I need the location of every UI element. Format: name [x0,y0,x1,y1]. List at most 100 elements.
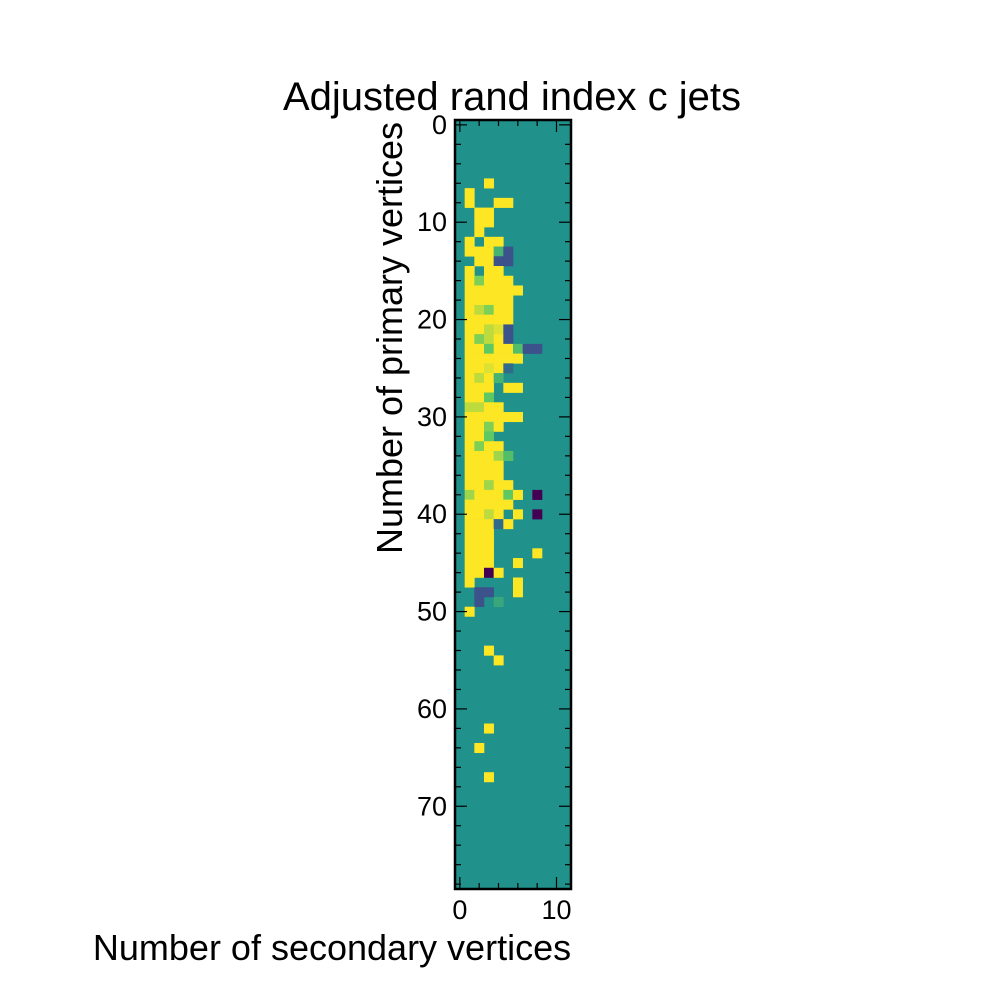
heatmap-cell [484,441,494,452]
heatmap-cell [484,363,494,374]
heatmap-cell [513,558,523,569]
heatmap-cell [493,441,504,452]
y-tick-label: 20 [417,305,447,335]
heatmap-cell [484,266,494,277]
heatmap-cell [464,441,475,452]
heatmap-cell [513,382,523,393]
heatmap-cell [493,314,504,325]
heatmap-cell [464,548,475,559]
heatmap-cell [474,314,485,325]
heatmap-cell [484,382,494,393]
heatmap-cell [503,304,514,315]
heatmap-cell [474,373,485,384]
heatmap-cell [493,470,504,481]
heatmap-cell [493,304,504,315]
y-tick-label: 30 [417,402,447,432]
heatmap-cell [522,343,533,354]
heatmap-cell [493,450,504,461]
heatmap-cell [503,275,514,286]
heatmap-cell [474,528,485,539]
heatmap-cell [484,558,494,569]
heatmap-cell [474,324,485,335]
heatmap-cell [474,538,485,549]
heatmap-cell [503,197,514,208]
heatmap-cell [474,450,485,461]
heatmap-cell [484,343,494,354]
heatmap-cell [513,412,523,423]
heatmap-cell [474,567,485,578]
heatmap-cell [493,363,504,374]
heatmap-cell [474,742,485,754]
heatmap-cell [503,314,514,325]
y-tick-label: 60 [417,694,447,724]
heatmap-cell [484,178,494,189]
heatmap-cell [484,450,494,461]
heatmap-cell [503,353,514,364]
heatmap-cell [484,431,494,442]
heatmap-cell [474,285,485,296]
heatmap-cell [484,295,494,306]
heatmap-cell [532,509,543,520]
heatmap-cell [484,314,494,325]
y-axis-label: Number of primary vertices [369,122,410,554]
heatmap-cell [464,519,475,530]
heatmap-cell [484,236,494,247]
heatmap-cell [484,519,494,530]
heatmap-cell [474,587,485,598]
heatmap-cell [484,499,494,510]
heatmap-cell [493,567,504,578]
heatmap-cell [513,353,523,364]
heatmap-cell [464,363,475,374]
heatmap-cell [474,596,485,608]
heatmap-cell [474,412,485,423]
plot-frame [453,118,573,891]
heatmap-cell [493,519,504,530]
heatmap-cell [474,470,485,481]
heatmap-cell [493,460,504,471]
heatmap-cell [484,480,494,491]
heatmap-cell [493,489,504,500]
y-tick-label: 10 [417,207,447,237]
heatmap-cell [503,499,514,510]
heatmap-cell [464,480,475,491]
heatmap-cell [503,363,514,374]
heatmap-cell [503,450,514,461]
heatmap-cell [484,567,494,578]
heatmap-cell [493,480,504,491]
heatmap-cell [474,480,485,491]
heatmap-cell [464,343,475,354]
heatmap-cell [503,334,514,345]
heatmap-cell [464,295,475,306]
heatmap-cell [493,353,504,364]
heatmap-cell [464,460,475,471]
heatmap-cell [464,236,475,247]
heatmap-cell [493,246,504,257]
heatmap-cell [493,334,504,345]
heatmap-cell [464,402,475,413]
heatmap-cell [464,353,475,364]
heatmap-cell [474,392,485,403]
heatmap-cell [474,207,485,218]
heatmap-cell [464,470,475,481]
y-tick-label: 50 [417,597,447,627]
heatmap-cell [474,275,485,286]
heatmap-cell [503,489,514,500]
heatmap-cell [464,188,475,199]
heatmap-cell [464,275,475,286]
heatmap-cell [464,314,475,325]
heatmap-cell [474,421,485,432]
heatmap-cell [474,256,485,267]
heatmap-cell [464,392,475,403]
x-axis-label: Number of secondary vertices [93,927,571,968]
heatmap-cell [484,421,494,432]
heatmap-cell [474,558,485,569]
heatmap-cell [474,343,485,354]
heatmap-cell [513,489,523,500]
heatmap-cell [464,246,475,257]
heatmap-cell [503,295,514,306]
x-tick-label: 10 [541,895,571,925]
heatmap-cell [493,324,504,335]
y-tick-label: 70 [417,791,447,821]
heatmap-cell [484,256,494,267]
heatmap-cell [532,343,543,354]
